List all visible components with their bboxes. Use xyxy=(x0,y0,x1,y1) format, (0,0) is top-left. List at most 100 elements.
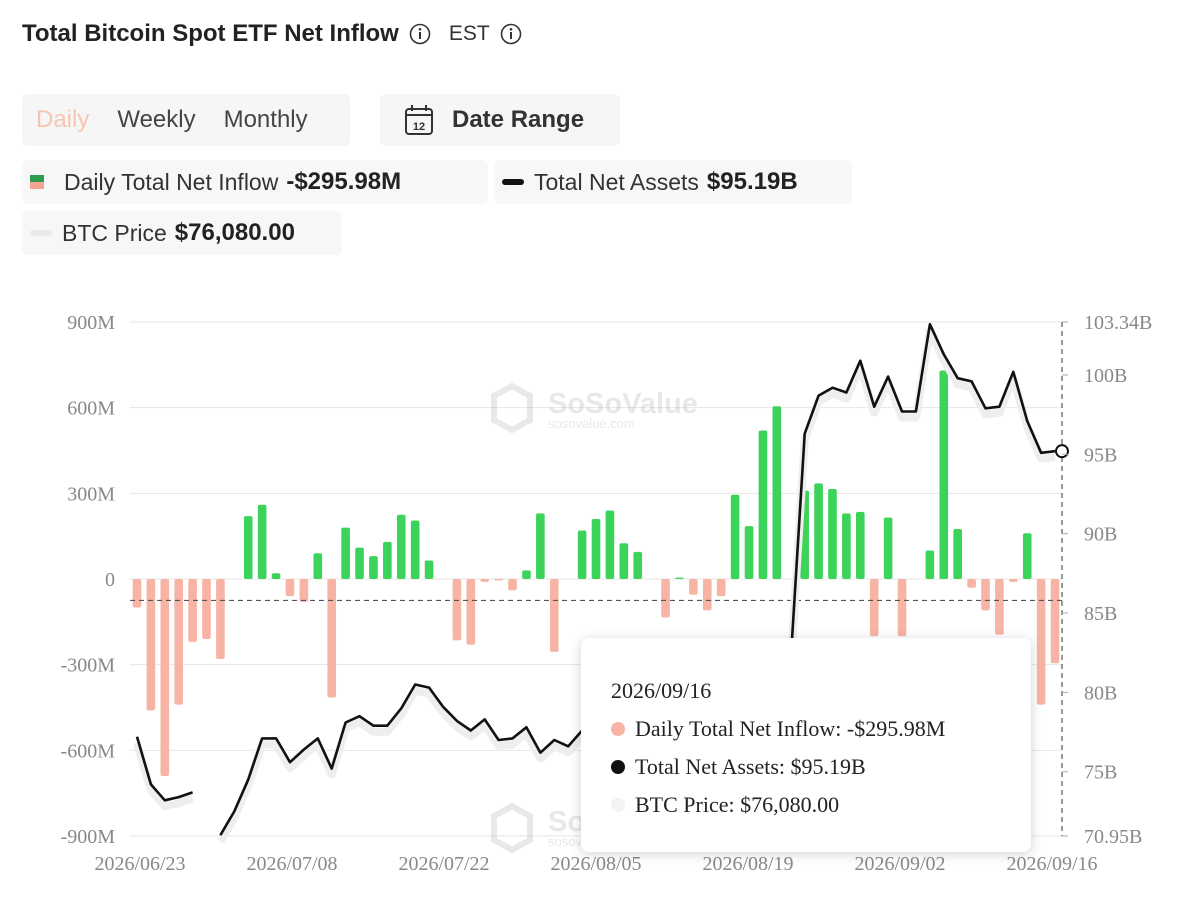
inflow-bar[interactable] xyxy=(842,513,851,579)
inflow-bar[interactable] xyxy=(383,541,392,579)
inflow-bar[interactable] xyxy=(883,517,893,579)
inflow-bar[interactable] xyxy=(772,406,782,579)
inflow-bar[interactable] xyxy=(814,483,823,579)
inflow-bar[interactable] xyxy=(855,511,865,579)
inflow-bar[interactable] xyxy=(591,519,601,579)
inflow-bar[interactable] xyxy=(577,530,587,579)
inflow-bar[interactable] xyxy=(967,579,976,588)
inflow-bar[interactable] xyxy=(271,573,281,579)
inflow-bar[interactable] xyxy=(744,526,754,579)
legend-price[interactable]: BTC Price $76,080.00 xyxy=(22,211,342,255)
tooltip-inflow: Daily Total Net Inflow: -$295.98M xyxy=(635,716,946,741)
inflow-bar[interactable] xyxy=(341,527,350,579)
tab-monthly[interactable]: Monthly xyxy=(223,106,308,133)
inflow-bar[interactable] xyxy=(1050,579,1060,664)
inflow-bar[interactable] xyxy=(633,551,643,579)
inflow-bar[interactable] xyxy=(1009,579,1018,582)
timezone-info-icon[interactable] xyxy=(500,23,522,45)
assets-line xyxy=(789,322,1056,661)
inflow-bar[interactable] xyxy=(285,579,295,597)
inflow-bar[interactable] xyxy=(730,494,740,579)
inflow-bar[interactable] xyxy=(897,579,907,637)
inflow-bar[interactable] xyxy=(313,553,323,579)
right-tick-label: 75B xyxy=(1084,762,1117,784)
legend-inflow[interactable]: Daily Total Net Inflow -$295.98M xyxy=(22,160,488,204)
inflow-bar[interactable] xyxy=(716,579,726,597)
date-range-label: Date Range xyxy=(452,106,585,133)
period-tabs: Daily Weekly Monthly xyxy=(22,94,350,146)
inflow-bar[interactable] xyxy=(508,579,517,591)
inflow-bar[interactable] xyxy=(216,579,225,659)
watermark-name: SoSoValue xyxy=(548,388,698,420)
right-tick-label: 70.95B xyxy=(1084,826,1142,848)
legend-assets-value: $95.19B xyxy=(706,168,798,195)
inflow-bar[interactable] xyxy=(174,579,183,705)
inflow-bar[interactable] xyxy=(424,560,434,579)
inflow-bar[interactable] xyxy=(355,547,364,579)
inflow-bar[interactable] xyxy=(953,529,962,579)
tooltip-assets-dot-icon xyxy=(611,760,625,774)
calendar-icon: 12 xyxy=(405,105,433,135)
inflow-bar[interactable] xyxy=(146,579,156,711)
date-range-button[interactable]: 12 Date Range xyxy=(380,94,620,146)
inflow-bar[interactable] xyxy=(480,579,490,582)
x-tick-label: 2026/08/05 xyxy=(550,853,641,875)
assets-hover-point xyxy=(1055,444,1069,459)
inflow-bar[interactable] xyxy=(452,579,462,641)
inflow-bar[interactable] xyxy=(257,504,267,579)
inflow-bar[interactable] xyxy=(828,489,837,579)
inflow-bar[interactable] xyxy=(410,520,420,579)
inflow-bar[interactable] xyxy=(132,579,142,608)
inflow-bar[interactable] xyxy=(675,577,684,579)
x-tick-label: 2026/07/22 xyxy=(398,853,489,875)
inflow-bar[interactable] xyxy=(869,579,879,637)
x-tick-label: 2026/07/08 xyxy=(246,853,337,875)
inflow-bar[interactable] xyxy=(995,579,1004,635)
left-tick-label: 900M xyxy=(67,312,115,334)
legend-assets[interactable]: Total Net Assets $95.19B xyxy=(494,160,852,204)
left-tick-label: 600M xyxy=(67,398,115,420)
inflow-bar[interactable] xyxy=(466,579,476,645)
inflow-swatch-icon xyxy=(30,175,44,189)
inflow-bar[interactable] xyxy=(299,579,309,602)
inflow-bar[interactable] xyxy=(369,556,378,579)
inflow-bar[interactable] xyxy=(160,579,170,777)
inflow-bar[interactable] xyxy=(661,579,670,618)
inflow-bar[interactable] xyxy=(522,570,531,579)
x-tick-label: 2026/08/19 xyxy=(702,853,793,875)
inflow-bar[interactable] xyxy=(494,579,503,581)
inflow-bar[interactable] xyxy=(702,579,712,611)
timezone-label: EST xyxy=(448,22,490,45)
inflow-bar[interactable] xyxy=(202,579,211,639)
left-tick-label: -900M xyxy=(61,826,116,848)
inflow-bar[interactable] xyxy=(758,430,768,579)
watermark-site: sosovalue.com xyxy=(548,416,635,431)
info-icon[interactable] xyxy=(409,23,431,45)
inflow-bar[interactable] xyxy=(243,516,253,579)
legend-assets-label: Total Net Assets xyxy=(534,168,699,195)
inflow-bar[interactable] xyxy=(925,550,935,579)
right-tick-label: 95B xyxy=(1084,444,1117,466)
inflow-bar[interactable] xyxy=(605,510,615,579)
inflow-bar[interactable] xyxy=(188,579,197,642)
legend-inflow-value: -$295.98M xyxy=(286,168,402,195)
inflow-bar[interactable] xyxy=(549,579,559,652)
right-tick-label: 103.34B xyxy=(1084,312,1152,334)
inflow-bar[interactable] xyxy=(619,543,629,579)
inflow-bar[interactable] xyxy=(536,513,545,579)
calendar-icon-text: 12 xyxy=(413,121,425,133)
price-line-shadow xyxy=(216,686,586,844)
inflow-bar[interactable] xyxy=(981,579,990,611)
tab-daily[interactable]: Daily xyxy=(36,106,90,133)
legend-price-label: BTC Price xyxy=(62,219,167,246)
inflow-bar[interactable] xyxy=(327,579,337,698)
right-tick-label: 85B xyxy=(1084,603,1117,625)
tab-weekly[interactable]: Weekly xyxy=(117,106,196,133)
inflow-bar[interactable] xyxy=(1036,579,1046,705)
inflow-bar[interactable] xyxy=(1022,533,1032,579)
inflow-bar[interactable] xyxy=(689,579,698,595)
series-lines xyxy=(130,322,1069,844)
inflow-bar[interactable] xyxy=(939,370,949,579)
inflow-bar[interactable] xyxy=(396,514,406,579)
